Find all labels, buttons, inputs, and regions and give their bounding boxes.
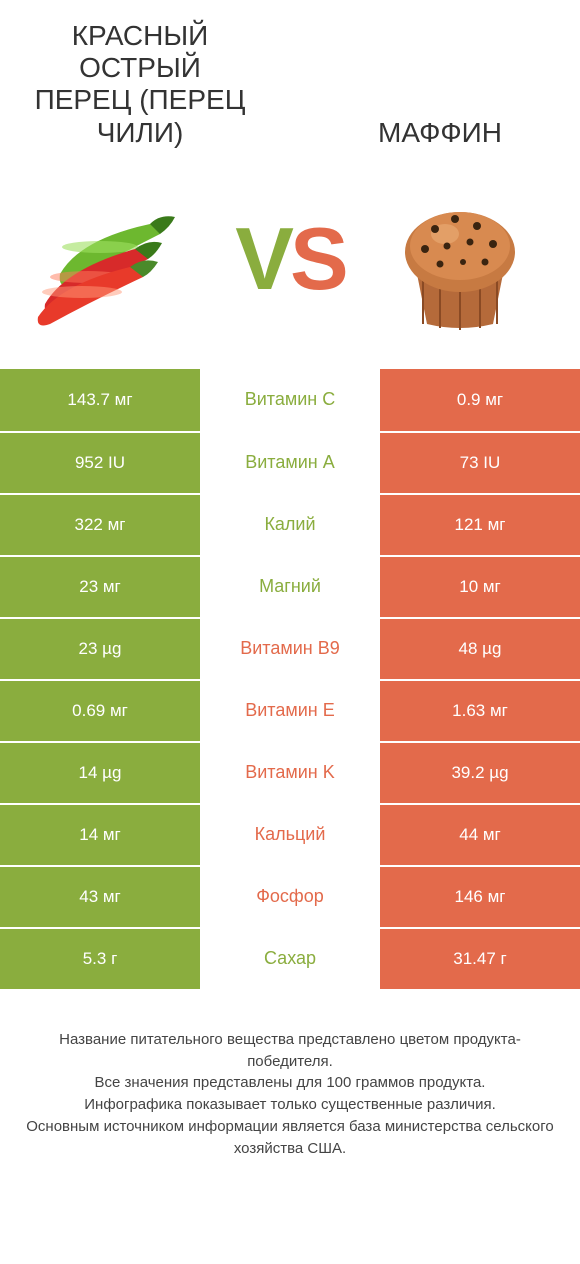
left-value: 14 мг xyxy=(0,805,200,865)
right-value: 44 мг xyxy=(380,805,580,865)
left-value: 5.3 г xyxy=(0,929,200,989)
table-row: 5.3 гСахар31.47 г xyxy=(0,927,580,989)
hero-row: VS xyxy=(0,159,580,369)
table-row: 14 мгКальций44 мг xyxy=(0,803,580,865)
header: КРАСНЫЙ ОСТРЫЙ ПЕРЕЦ (ПЕРЕЦ ЧИЛИ) МАФФИН xyxy=(0,0,580,159)
comparison-table: 143.7 мгВитамин C0.9 мг952 IUВитамин A73… xyxy=(0,369,580,989)
left-value: 23 µg xyxy=(0,619,200,679)
nutrient-label: Витамин C xyxy=(200,369,380,431)
right-value: 73 IU xyxy=(380,433,580,493)
right-value: 0.9 мг xyxy=(380,369,580,431)
vs-label: VS xyxy=(235,208,344,310)
table-row: 23 µgВитамин B948 µg xyxy=(0,617,580,679)
right-value: 1.63 мг xyxy=(380,681,580,741)
right-value: 39.2 µg xyxy=(380,743,580,803)
nutrient-label: Кальций xyxy=(200,805,380,865)
nutrient-label: Витамин A xyxy=(200,433,380,493)
table-row: 143.7 мгВитамин C0.9 мг xyxy=(0,369,580,431)
footer-line-1: Название питательного вещества представл… xyxy=(20,1029,560,1073)
footer-line-4: Основным источником информации является … xyxy=(20,1116,560,1160)
footer-notes: Название питательного вещества представл… xyxy=(0,989,580,1180)
left-value: 0.69 мг xyxy=(0,681,200,741)
nutrient-label: Витамин B9 xyxy=(200,619,380,679)
nutrient-label: Магний xyxy=(200,557,380,617)
muffin-icon xyxy=(370,179,550,339)
left-value: 14 µg xyxy=(0,743,200,803)
footer-line-3: Инфографика показывает только существенн… xyxy=(20,1094,560,1116)
left-value: 23 мг xyxy=(0,557,200,617)
right-value: 31.47 г xyxy=(380,929,580,989)
right-value: 48 µg xyxy=(380,619,580,679)
table-row: 23 мгМагний10 мг xyxy=(0,555,580,617)
right-value: 10 мг xyxy=(380,557,580,617)
vs-s: S xyxy=(290,209,345,308)
table-row: 43 мгФосфор146 мг xyxy=(0,865,580,927)
table-row: 0.69 мгВитамин E1.63 мг xyxy=(0,679,580,741)
left-value: 143.7 мг xyxy=(0,369,200,431)
vs-v: V xyxy=(235,209,290,308)
table-row: 14 µgВитамин K39.2 µg xyxy=(0,741,580,803)
table-row: 322 мгКалий121 мг xyxy=(0,493,580,555)
table-row: 952 IUВитамин A73 IU xyxy=(0,431,580,493)
left-value: 952 IU xyxy=(0,433,200,493)
product-right-title: МАФФИН xyxy=(330,117,550,149)
footer-line-2: Все значения представлены для 100 граммо… xyxy=(20,1072,560,1094)
product-left-title: КРАСНЫЙ ОСТРЫЙ ПЕРЕЦ (ПЕРЕЦ ЧИЛИ) xyxy=(30,20,250,149)
nutrient-label: Калий xyxy=(200,495,380,555)
right-value: 146 мг xyxy=(380,867,580,927)
nutrient-label: Фосфор xyxy=(200,867,380,927)
nutrient-label: Сахар xyxy=(200,929,380,989)
left-value: 43 мг xyxy=(0,867,200,927)
nutrient-label: Витамин K xyxy=(200,743,380,803)
chili-peppers-icon xyxy=(30,179,210,339)
right-value: 121 мг xyxy=(380,495,580,555)
left-value: 322 мг xyxy=(0,495,200,555)
nutrient-label: Витамин E xyxy=(200,681,380,741)
